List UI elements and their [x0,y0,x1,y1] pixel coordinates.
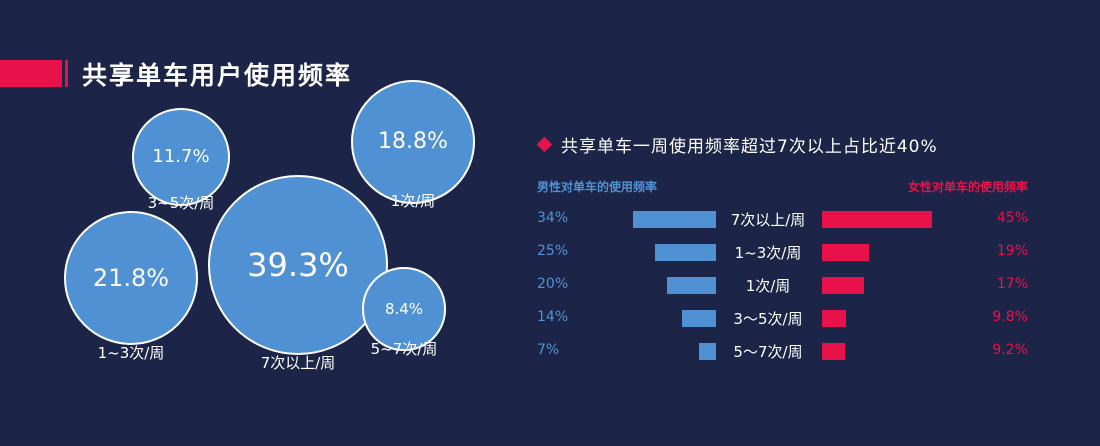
female-value-label: 19% [996,243,1028,259]
bar-row: 25% 1~3次/周 19% [0,241,1100,265]
bubble-label: 1~3次/周 [97,344,165,362]
bubble: 8.4% [362,267,446,351]
female-value-label: 9.8% [992,309,1028,325]
male-bar [667,277,716,294]
female-value-label: 45% [996,210,1028,226]
bubble-value: 39.3% [247,246,349,284]
bubble-label: 1次/周 [390,192,436,210]
male-bar [632,211,716,228]
category-label: 1~3次/周 [734,244,802,262]
bubble-value: 18.8% [378,129,448,155]
male-value-label: 14% [537,309,569,325]
female-value-label: 17% [996,276,1028,292]
diamond-icon [536,136,553,153]
bubble-label: 7次以上/周 [260,354,336,372]
bubble: 21.8% [63,210,199,346]
female-bar [822,211,933,228]
bubble: 18.8% [350,79,476,205]
bubble-value: 11.7% [152,146,210,168]
male-bar [654,244,716,261]
bubble: 11.7% [131,107,231,207]
bar-row: 7% 5〜7次/周 9.2% [0,340,1100,364]
male-value-label: 34% [537,210,569,226]
male-value-label: 25% [537,243,569,259]
category-label: 3〜5次/周 [733,310,803,328]
headline-text: 共享单车一周使用频率超过7次以上占比近40% [561,137,938,157]
bubble-value: 8.4% [384,299,424,318]
bar-row: 14% 3〜5次/周 9.8% [0,307,1100,331]
female-bar [822,343,845,360]
legend-female: 女性对单车的使用频率 [907,180,1028,194]
female-bar [822,244,869,261]
female-value-label: 9.2% [992,342,1028,358]
category-label: 1次/周 [745,277,791,295]
page-title: 共享单车用户使用频率 [82,61,353,90]
male-bar [698,343,716,360]
bubble: 39.3% [208,175,388,355]
category-label: 5〜7次/周 [733,343,803,361]
bubble-value: 21.8% [92,263,170,292]
male-bar [681,310,716,327]
male-value-label: 7% [537,342,560,358]
headline: 共享单车一周使用频率超过7次以上占比近40% [536,132,938,157]
category-label: 7次以上/周 [730,211,806,229]
title-divider [65,60,68,87]
bubble-label: 5~7次/周 [370,340,438,358]
title-accent-bar [0,60,62,87]
bubble-label: 3~5次/周 [147,194,215,212]
bar-row: 20% 1次/周 17% [0,274,1100,298]
female-bar [822,310,846,327]
male-value-label: 20% [537,276,569,292]
female-bar [822,277,864,294]
bar-row: 34% 7次以上/周 45% [0,208,1100,232]
legend-male: 男性对单车的使用频率 [537,180,658,194]
